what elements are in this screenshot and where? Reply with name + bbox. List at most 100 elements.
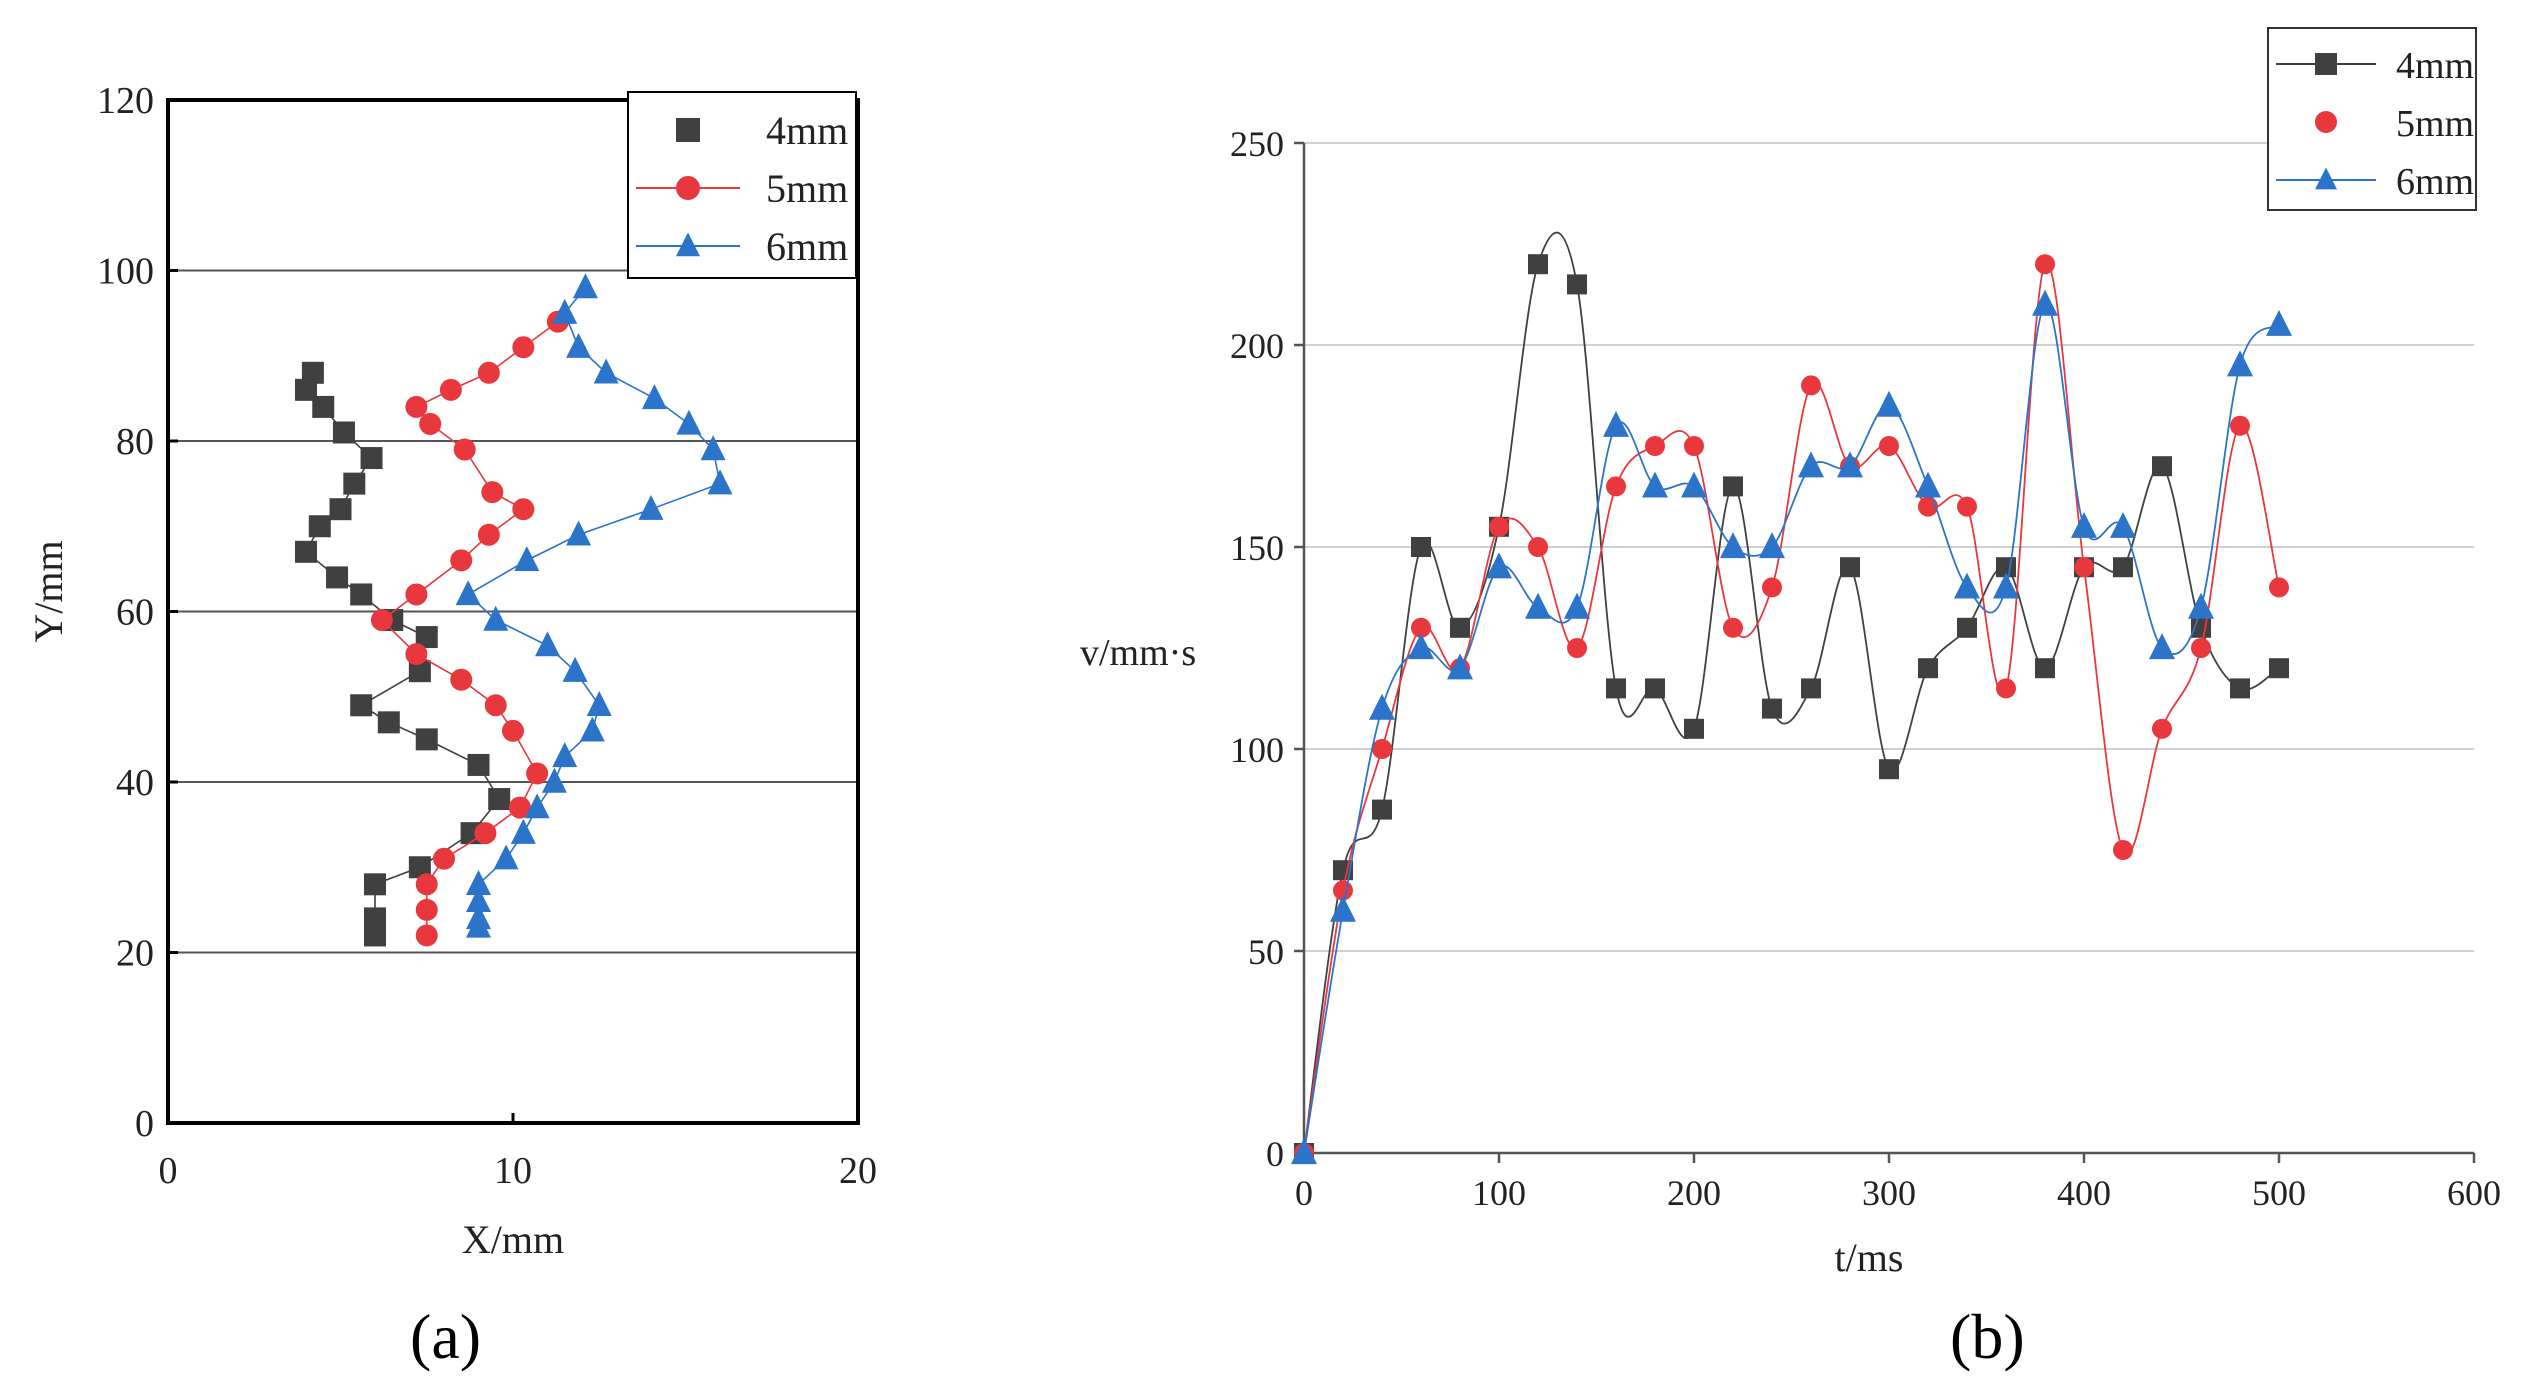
a-point-5mm xyxy=(453,438,476,461)
b-x-tick-label: 500 xyxy=(2252,1173,2306,1213)
a-legend-marker xyxy=(676,232,700,257)
b-point-5mm xyxy=(2035,254,2055,275)
a-point-5mm xyxy=(419,412,442,435)
a-point-4mm xyxy=(408,856,431,879)
b-point-6mm xyxy=(1408,633,1434,660)
a-y-tick-label: 80 xyxy=(116,421,154,463)
a-legend-marker xyxy=(676,118,700,142)
b-legend-label: 5mm xyxy=(2396,103,2474,145)
b-y-tick-label: 150 xyxy=(1230,528,1284,568)
b-x-tick-label: 300 xyxy=(1862,1173,1916,1213)
b-point-6mm xyxy=(1603,410,1629,437)
a-point-5mm xyxy=(484,694,507,717)
b-y-tick-label: 250 xyxy=(1230,124,1284,164)
a-point-6mm xyxy=(455,580,481,606)
b-point-4mm xyxy=(2113,557,2133,578)
b-y-axis-title: v/mm·s xyxy=(1080,632,1196,674)
a-y-tick-label: 0 xyxy=(135,1103,154,1145)
b-point-6mm xyxy=(1759,532,1785,559)
b-point-6mm xyxy=(1486,552,1512,579)
b-point-6mm xyxy=(1876,390,1902,417)
a-point-5mm xyxy=(405,395,428,418)
a-point-6mm xyxy=(466,904,491,930)
a-point-5mm xyxy=(477,361,500,384)
a-point-6mm xyxy=(562,656,588,682)
a-point-6mm xyxy=(483,605,509,631)
a-point-5mm xyxy=(433,847,455,870)
b-point-5mm xyxy=(1801,375,1821,396)
b-point-6mm xyxy=(1291,1138,1317,1165)
a-point-5mm xyxy=(415,873,438,896)
b-series-line-5mm xyxy=(1303,262,2280,1154)
a-point-6mm xyxy=(466,887,491,913)
b-x-tick-label: 400 xyxy=(2057,1173,2111,1213)
b-point-6mm xyxy=(1837,451,1863,478)
b-point-5mm xyxy=(1723,617,1743,638)
b-point-5mm xyxy=(2191,638,2211,658)
a-x-tick-label: 20 xyxy=(839,1150,877,1192)
a-point-5mm xyxy=(370,609,393,632)
b-point-6mm xyxy=(1993,572,2019,599)
a-point-4mm xyxy=(312,395,335,418)
a-point-4mm xyxy=(364,924,386,947)
b-point-5mm xyxy=(1996,678,2016,699)
b-point-6mm xyxy=(2071,511,2097,538)
b-series-line-4mm xyxy=(1303,231,2280,1154)
a-legend-label: 4mm xyxy=(766,108,848,153)
a-point-6mm xyxy=(510,818,536,844)
b-point-5mm xyxy=(2074,557,2094,578)
b-point-6mm xyxy=(1330,895,1356,922)
a-point-6mm xyxy=(707,469,733,495)
b-point-5mm xyxy=(1567,638,1587,658)
b-legend-marker xyxy=(2315,111,2337,133)
b-point-6mm xyxy=(2227,350,2253,377)
chart-b: 0 50 100 150 200 250 0 100 200 300 400 500 600 t/ms v/… xyxy=(1080,27,2501,1280)
a-point-4mm xyxy=(377,711,400,734)
b-x-tick-label: 200 xyxy=(1667,1173,1721,1213)
b-point-6mm xyxy=(1369,693,1395,720)
b-point-6mm xyxy=(2149,633,2175,660)
a-point-5mm xyxy=(512,336,535,359)
b-point-6mm xyxy=(1798,451,1824,478)
b-point-4mm xyxy=(1411,537,1431,557)
a-point-6mm xyxy=(566,520,592,546)
a-point-6mm xyxy=(493,844,519,870)
b-point-6mm xyxy=(1954,572,1980,599)
a-point-4mm xyxy=(360,447,383,470)
a-point-5mm xyxy=(474,822,497,845)
a-point-6mm xyxy=(524,793,550,819)
a-y-tick-label: 120 xyxy=(97,80,154,122)
b-point-6mm xyxy=(2188,592,2214,619)
a-point-5mm xyxy=(477,523,500,546)
b-y-tick-label: 0 xyxy=(1266,1134,1284,1174)
b-point-4mm xyxy=(2230,678,2250,699)
a-point-5mm xyxy=(481,481,504,504)
b-point-6mm xyxy=(2110,511,2136,538)
b-point-6mm xyxy=(2032,289,2058,316)
a-point-6mm xyxy=(541,767,567,793)
a-point-4mm xyxy=(364,907,386,930)
b-point-6mm xyxy=(1525,592,1551,619)
b-point-6mm xyxy=(1681,471,1707,498)
a-point-5mm xyxy=(450,668,473,691)
a-point-6mm xyxy=(566,332,592,358)
b-point-4mm xyxy=(1645,678,1665,699)
b-point-5mm xyxy=(1372,739,1392,759)
b-x-axis-title: t/ms xyxy=(1835,1235,1904,1280)
b-legend-marker xyxy=(2315,53,2337,75)
a-point-4mm xyxy=(364,873,386,896)
b-legend-label: 4mm xyxy=(2396,45,2474,87)
a-point-6mm xyxy=(579,716,605,742)
a-point-5mm xyxy=(526,762,549,785)
b-point-6mm xyxy=(1447,653,1473,680)
a-point-6mm xyxy=(572,273,598,299)
b-point-5mm xyxy=(1684,436,1704,456)
a-point-6mm xyxy=(466,870,491,895)
b-point-5mm xyxy=(2269,577,2289,598)
chart-a: 0 20 40 60 80 100 120 0 10 20 X/mm Y/mm 4mm 5mm 6mm xyxy=(26,80,877,1262)
b-point-6mm xyxy=(1564,592,1590,619)
a-point-6mm xyxy=(552,742,578,768)
a-x-tick-label: 10 xyxy=(494,1150,532,1192)
b-y-tick-label: 100 xyxy=(1230,730,1284,770)
